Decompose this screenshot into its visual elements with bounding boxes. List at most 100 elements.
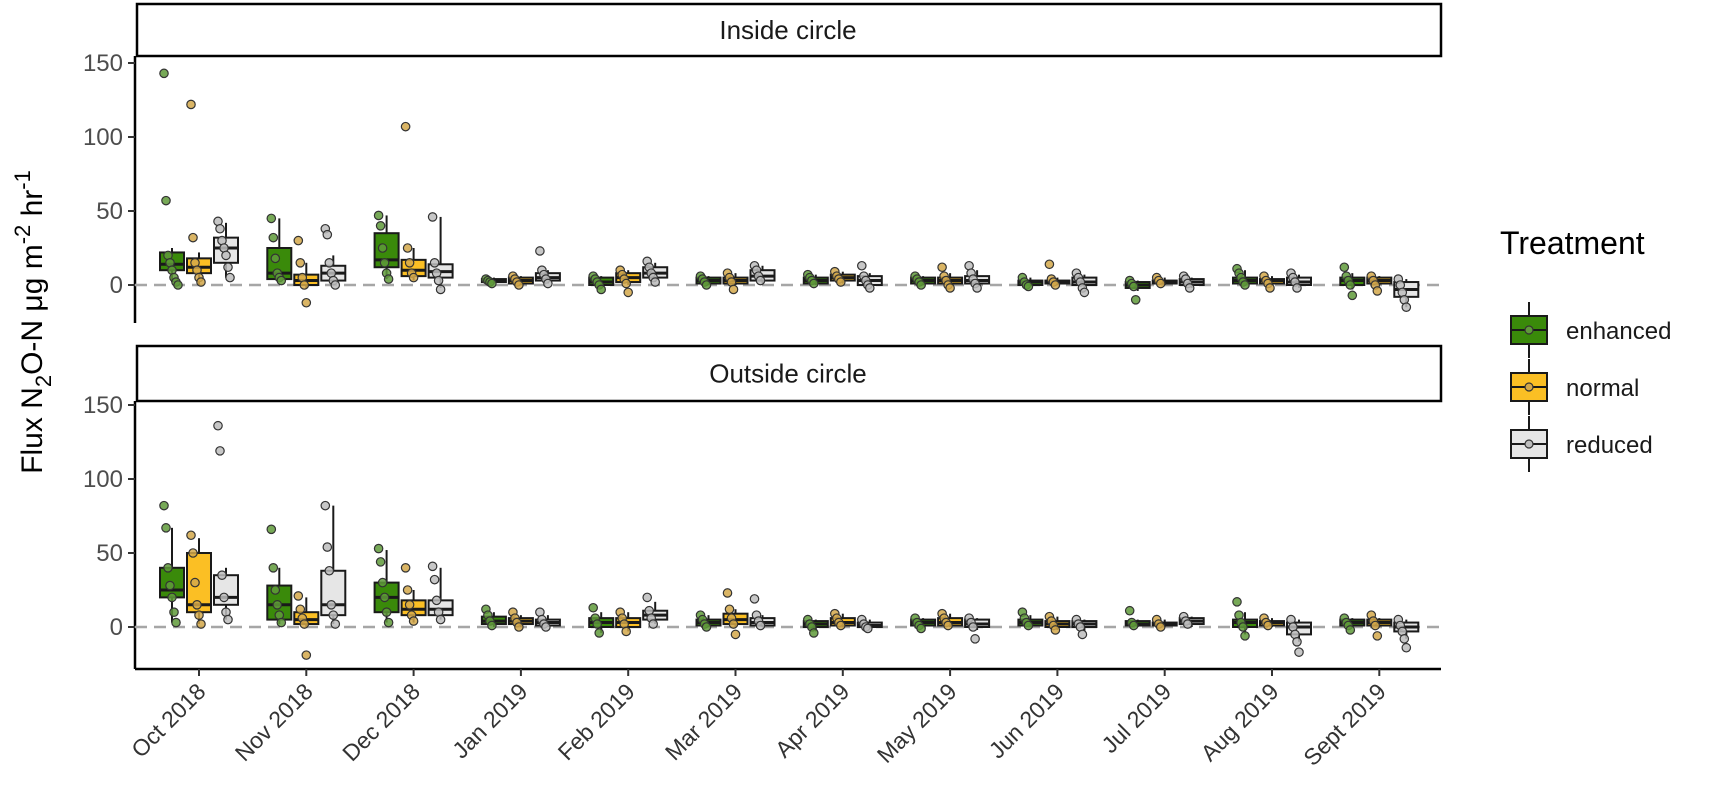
box-normal-jun-2019 <box>1044 259 1071 290</box>
box-reduced-jul-2019 <box>1178 611 1205 629</box>
box-enhanced-nov-2018 <box>266 524 293 628</box>
x-tick-label-apr-2019: Apr 2019 <box>770 678 854 762</box>
data-point <box>1044 259 1055 270</box>
data-point <box>188 232 198 243</box>
data-point <box>217 570 227 580</box>
data-point <box>169 607 179 617</box>
box-enhanced-oct-2018 <box>159 68 185 290</box>
data-point <box>377 243 388 253</box>
data-point <box>642 592 652 603</box>
data-point <box>373 210 384 221</box>
data-point <box>648 619 658 629</box>
x-tick-label-jan-2019: Jan 2019 <box>447 678 532 763</box>
box-enhanced-jun-2019 <box>1017 272 1044 292</box>
box-normal-jan-2019 <box>507 271 534 290</box>
box-normal-oct-2018 <box>186 530 212 629</box>
box-reduced-jan-2019 <box>534 607 561 632</box>
data-point <box>159 500 169 511</box>
data-point <box>1130 294 1141 305</box>
data-point <box>945 283 955 293</box>
data-point <box>295 604 306 615</box>
box-reduced-aug-2019 <box>1286 614 1312 657</box>
data-point <box>1124 605 1135 616</box>
data-point <box>937 262 947 273</box>
data-point <box>225 272 235 283</box>
data-point <box>724 604 735 615</box>
data-point <box>1238 622 1248 632</box>
box-enhanced-apr-2019 <box>802 269 829 289</box>
box-normal-may-2019 <box>937 262 964 293</box>
data-point <box>266 213 277 224</box>
box-reduced-may-2019 <box>964 260 991 293</box>
data-point <box>1155 278 1166 289</box>
data-point <box>1345 625 1356 635</box>
box-reduced-nov-2018 <box>320 500 347 629</box>
legend: Treatment enhanced normal reduced <box>1500 225 1671 472</box>
data-point <box>301 650 312 660</box>
data-point <box>375 557 386 567</box>
box-reduced-apr-2019 <box>856 614 883 634</box>
data-point <box>916 623 926 634</box>
y-tick-label: 150 <box>83 50 123 77</box>
data-point <box>1265 283 1275 293</box>
box-normal-may-2019 <box>937 608 964 631</box>
y-tick-label: 100 <box>83 124 123 151</box>
data-point <box>375 221 386 231</box>
data-point <box>266 524 277 535</box>
box-reduced-jan-2019 <box>534 246 561 289</box>
legend-title: Treatment <box>1500 225 1645 261</box>
data-point <box>1240 631 1250 641</box>
box-enhanced-may-2019 <box>910 271 937 290</box>
box-enhanced-aug-2019 <box>1232 597 1258 641</box>
data-point <box>379 592 390 603</box>
data-point <box>543 278 553 289</box>
panel-inside-circle: Inside circle 0 50 100 150 <box>83 2 1443 323</box>
data-point <box>1050 280 1061 290</box>
data-point <box>431 595 442 606</box>
data-point <box>163 562 173 573</box>
data-point <box>192 599 202 610</box>
box-reduced-aug-2019 <box>1286 268 1312 293</box>
data-point <box>728 284 739 295</box>
data-point <box>186 99 196 110</box>
data-point <box>808 278 819 289</box>
data-point <box>1399 634 1410 644</box>
box-enhanced-jun-2019 <box>1017 607 1044 631</box>
data-point <box>1339 262 1350 273</box>
box-normal-sept-2019 <box>1366 610 1393 641</box>
data-point <box>755 275 766 286</box>
data-point <box>1294 647 1304 657</box>
data-point <box>435 614 446 625</box>
data-point <box>188 548 198 558</box>
box-reduced-apr-2019 <box>856 260 883 293</box>
y-tick-label: 0 <box>110 614 123 641</box>
box-normal-sept-2019 <box>1366 271 1393 296</box>
data-point <box>1079 287 1090 298</box>
data-point <box>295 257 306 268</box>
data-point <box>215 223 225 234</box>
data-point <box>173 280 183 290</box>
box-reduced-sept-2019 <box>1393 614 1420 653</box>
data-point <box>730 629 741 640</box>
data-point <box>379 257 390 268</box>
data-point <box>1232 597 1242 607</box>
data-point <box>808 628 819 638</box>
legend-key-point <box>1524 439 1534 449</box>
data-point <box>429 257 440 268</box>
box-enhanced-aug-2019 <box>1232 263 1258 290</box>
box-normal-apr-2019 <box>829 608 856 631</box>
box-enhanced-apr-2019 <box>802 614 829 638</box>
data-point <box>856 260 867 271</box>
x-tick-label-jul-2019: Jul 2019 <box>1096 678 1176 758</box>
data-point <box>864 283 875 293</box>
data-point <box>270 253 281 264</box>
data-point <box>749 594 760 604</box>
data-point <box>972 283 982 293</box>
data-point <box>596 284 606 295</box>
legend-item-reduced: reduced <box>1510 416 1653 472</box>
data-point <box>402 243 413 253</box>
box-enhanced-jul-2019 <box>1124 605 1151 631</box>
data-point <box>1155 622 1166 632</box>
data-point <box>213 420 223 431</box>
